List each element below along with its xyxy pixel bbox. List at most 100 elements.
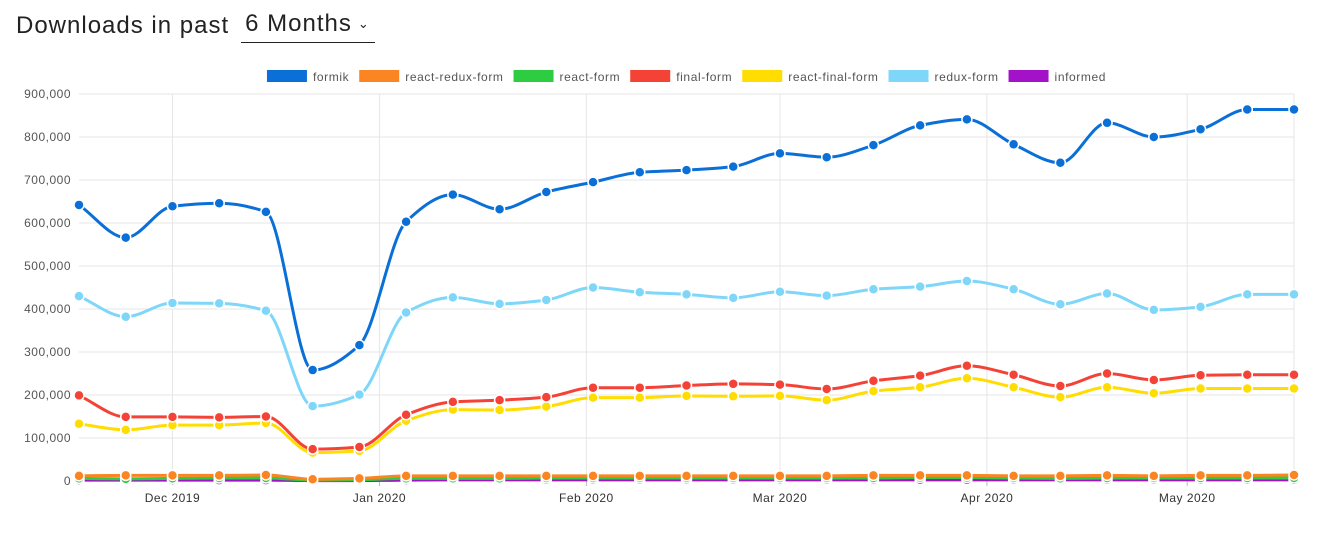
data-point [961,372,973,384]
x-tick-label: May 2020 [1159,491,1216,505]
data-point [353,441,366,453]
x-tick-label: Feb 2020 [559,491,614,505]
data-point [540,400,553,413]
series-line-final-form [78,364,1294,451]
data-point [306,364,319,376]
legend-item-react-redux-form: react-redux-form [359,70,503,84]
period-dropdown[interactable]: 6 Months ⌄ [241,8,375,43]
legend-item-react-final-form: react-final-form [742,70,878,84]
data-point [540,391,553,403]
legend-item-formik: formik [266,70,349,84]
data-point [774,470,786,482]
data-point [774,378,786,391]
series-redux-form [73,275,1300,412]
legend-swatch [1008,70,1049,82]
data-point [961,275,973,287]
legend-item-react-form: react-form [513,70,621,84]
data-point [1194,469,1207,482]
data-point [540,470,553,482]
data-point [119,411,132,423]
y-tick-label: 600,000 [24,216,71,230]
data-point [119,424,132,436]
data-point [1007,381,1020,394]
y-tick-label: 200,000 [24,388,71,402]
data-point [1288,369,1300,381]
data-point [73,290,85,302]
period-selected-value[interactable]: 6 Months [245,10,352,37]
legend-swatch [266,70,307,82]
data-point [260,304,272,317]
data-point [867,139,880,151]
data-point [1241,369,1254,381]
data-point [1241,382,1254,395]
series-react-redux-form [73,469,1300,486]
data-point [73,470,85,482]
data-point [400,215,412,228]
header-title: Downloads in past [16,12,230,39]
data-point [1054,380,1067,392]
data-point [1194,369,1207,381]
data-point [867,385,880,397]
data-point [447,291,459,304]
data-point [213,411,225,424]
chart-legend: formik react-redux-form react-form final-fo… [266,70,1105,84]
legend-label: react-redux-form [405,70,503,84]
data-point [1054,157,1067,169]
data-point [587,281,599,294]
data-point [353,388,366,401]
data-point [1148,470,1160,482]
data-point [166,297,179,309]
data-point [1101,367,1113,380]
data-point [680,470,693,482]
data-point [680,288,693,301]
data-point [1288,382,1300,395]
data-point [213,469,225,482]
data-point [1241,288,1254,301]
series-formik [73,103,1300,376]
data-point [820,470,833,482]
chevron-down-icon[interactable]: ⌄ [357,16,369,31]
legend-label: final-form [676,70,732,84]
data-point [680,390,693,402]
data-point [1054,391,1067,403]
data-point [1148,304,1160,316]
data-point [540,294,553,306]
data-point [1288,103,1300,116]
data-point [634,391,646,404]
data-point [587,381,599,394]
x-tick-label: Apr 2020 [961,491,1014,505]
data-point [493,470,506,482]
y-tick-label: 0 [64,474,71,488]
y-tick-label: 700,000 [24,173,71,187]
data-point [493,298,506,310]
y-tick-label: 100,000 [24,431,71,445]
data-point [1054,470,1067,482]
data-point [166,469,179,482]
data-point [306,443,319,455]
data-point [493,203,506,215]
data-point [119,231,132,244]
data-point [914,280,926,293]
data-point [260,469,272,481]
data-point [727,160,739,173]
y-tick-label: 400,000 [24,302,71,316]
legend-label: redux-form [935,70,999,84]
data-point [820,394,833,406]
data-point [353,472,366,485]
data-point [306,400,319,412]
data-point [587,176,599,188]
data-point [820,151,833,163]
data-point [493,394,506,406]
data-point [1101,117,1113,129]
data-point [166,411,179,423]
data-point [119,310,132,323]
data-point [961,360,973,372]
data-point [73,389,85,402]
legend-item-redux-form: redux-form [888,70,999,84]
legend-label: react-form [560,70,621,84]
x-axis: Dec 2019 Jan 2020 Feb 2020 Mar 2020 Apr 2020… [145,481,1216,505]
data-point [447,188,459,201]
data-point [1148,374,1160,386]
data-point [73,418,85,430]
y-tick-label: 300,000 [24,345,71,359]
